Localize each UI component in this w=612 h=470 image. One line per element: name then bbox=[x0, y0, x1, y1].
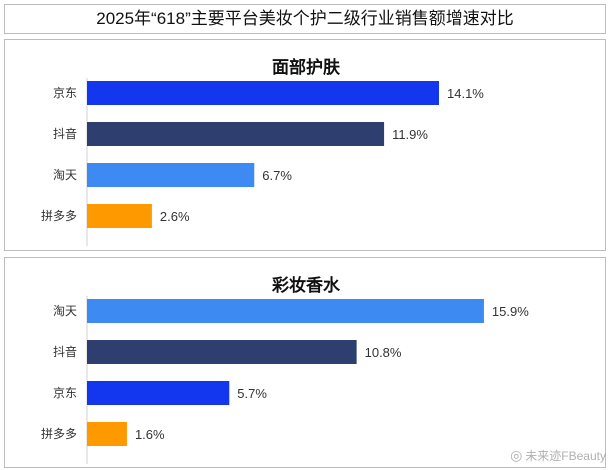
watermark-text: 未来迹FBeauty bbox=[525, 449, 606, 463]
chart-panel-makeup-fragrance: 彩妆香水淘天 15.9% 抖音 10.8% 京东 5.7% 拼多多 1.6% bbox=[4, 257, 606, 468]
value-label: 2.6% bbox=[160, 209, 190, 224]
bar-3 bbox=[87, 422, 127, 446]
bar-2 bbox=[87, 163, 255, 187]
category-label: 京东 bbox=[53, 86, 77, 100]
chart-panel-facial-skincare: 面部护肤京东 14.1% 抖音 11.9% 淘天 6.7% 拼多多 2.6% bbox=[4, 39, 606, 251]
category-label: 拼多多 bbox=[41, 427, 77, 441]
bar-3 bbox=[87, 204, 152, 228]
bar-1 bbox=[87, 340, 357, 364]
watermark: ◎ 未来迹FBeauty bbox=[510, 447, 606, 464]
bar-1 bbox=[87, 122, 385, 146]
category-label: 淘天 bbox=[53, 168, 77, 182]
value-label: 10.8% bbox=[365, 345, 402, 360]
bar-0 bbox=[87, 299, 484, 323]
bar-2 bbox=[87, 381, 230, 405]
value-label: 5.7% bbox=[237, 386, 267, 401]
value-label: 1.6% bbox=[135, 427, 165, 442]
category-label: 拼多多 bbox=[41, 209, 77, 223]
category-label: 抖音 bbox=[53, 126, 77, 141]
page-title: 2025年“618”主要平台美妆个护二级行业销售额增速对比 bbox=[4, 4, 606, 34]
bar-0 bbox=[87, 81, 439, 105]
value-label: 11.9% bbox=[392, 127, 428, 142]
category-label: 京东 bbox=[53, 386, 77, 400]
value-label: 14.1% bbox=[447, 86, 484, 101]
category-label: 抖音 bbox=[53, 344, 77, 359]
category-label: 淘天 bbox=[53, 304, 77, 318]
value-label: 15.9% bbox=[492, 304, 529, 319]
weibo-icon: ◎ bbox=[510, 447, 523, 463]
value-label: 6.7% bbox=[262, 168, 292, 183]
chart-title: 面部护肤 bbox=[272, 57, 341, 77]
chart-title: 彩妆香水 bbox=[271, 275, 341, 295]
